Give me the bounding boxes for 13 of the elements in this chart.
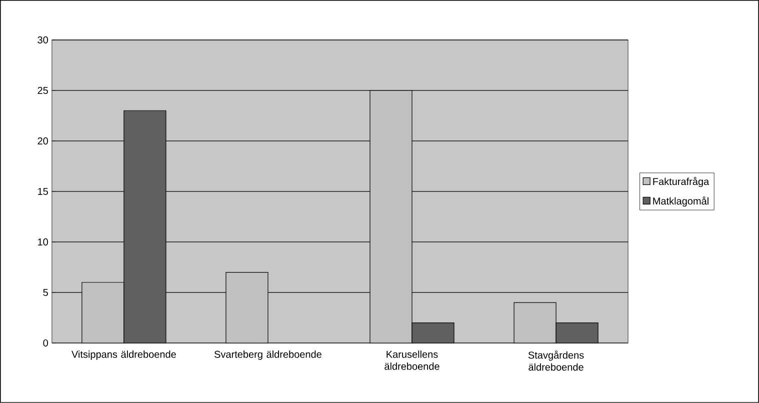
x-tick-label: Karusellens äldreboende (384, 350, 440, 370)
x-tick-label: Svarteberg äldreboende (214, 350, 322, 360)
legend-label: Matklagomål (653, 196, 708, 207)
y-tick-label: 25 (38, 86, 48, 94)
y-tick-label: 20 (38, 137, 48, 145)
x-tick-label: Vitsippans äldreboende (72, 350, 176, 360)
y-tick-label: 30 (38, 36, 48, 44)
y-tick-label: 5 (43, 289, 48, 296)
y-tick-label: 15 (38, 188, 48, 195)
legend-label: Fakturafråga (653, 176, 710, 188)
y-tick-label: 10 (38, 238, 48, 246)
x-tick-label: Stavgårdens äldreboende (528, 350, 584, 371)
y-tick-label: 0 (43, 340, 48, 347)
